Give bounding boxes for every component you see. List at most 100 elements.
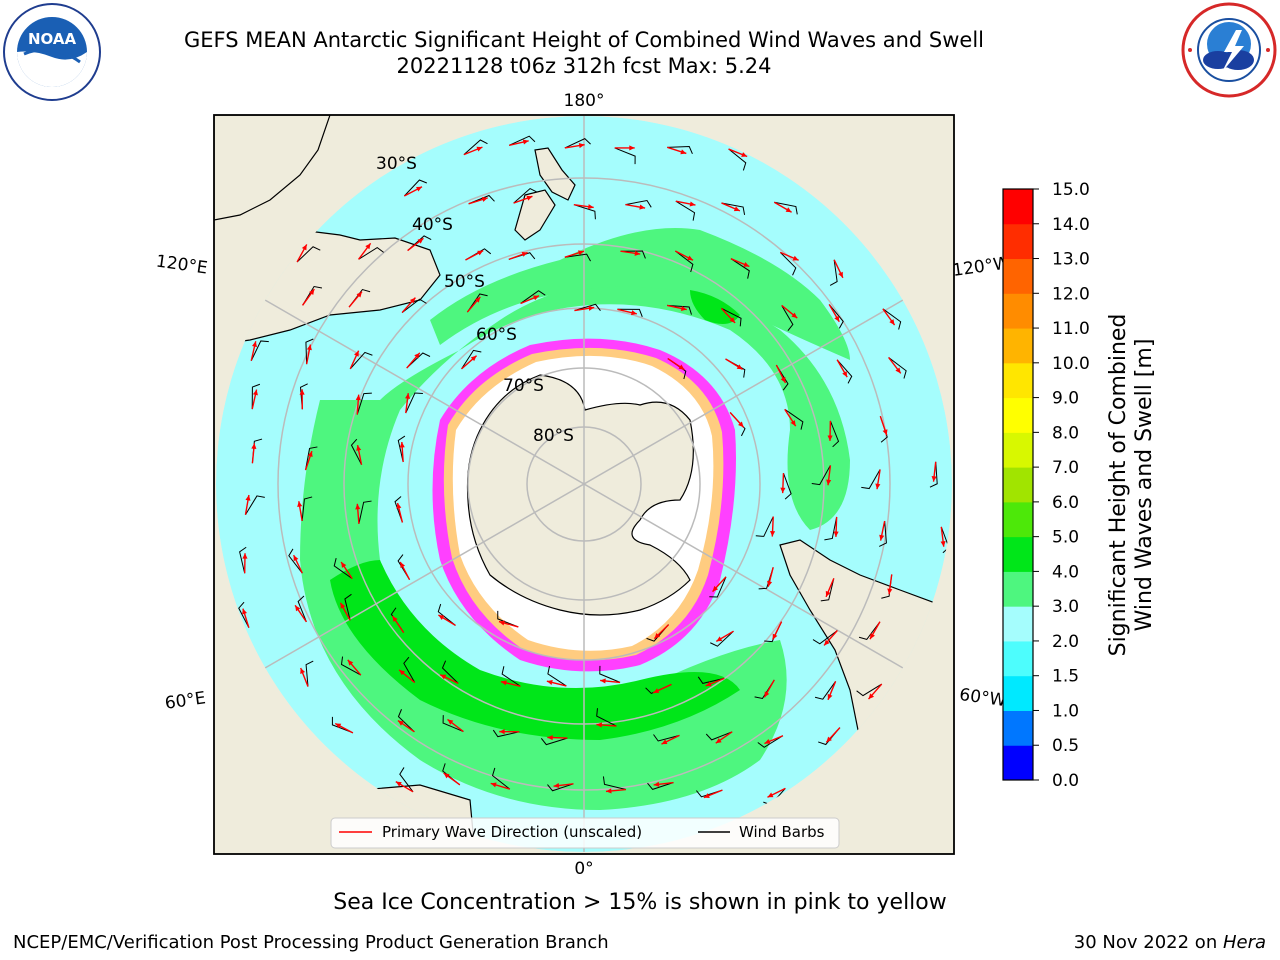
wave-arrow-head [826, 479, 832, 486]
wave-arrow-head [399, 442, 405, 448]
colorbar-swatch [1003, 432, 1033, 468]
wave-arrow-head [940, 541, 946, 547]
wind-barb [356, 392, 372, 415]
wave-arrow-head [301, 244, 307, 251]
wind-barb [520, 290, 546, 304]
wave-arrow-head [533, 295, 540, 301]
wave-arrow-head [631, 310, 637, 316]
antarctica [466, 374, 694, 616]
wave-arrow-head [653, 781, 660, 787]
wave-arrow-head [792, 255, 799, 261]
wave-arrow-head [827, 435, 833, 441]
wind-barb [667, 304, 692, 315]
wave-arrow-head [767, 792, 774, 798]
wave-arrow-head [770, 530, 776, 537]
wind-barb [814, 681, 837, 700]
wave-arrow-head [931, 476, 937, 482]
wave-arrow-head [733, 206, 740, 212]
wave-arrow-head [588, 305, 595, 311]
meridians [264, 116, 904, 852]
wave-arrow-head [356, 445, 362, 451]
wave-arrow-head [470, 355, 477, 362]
wind-barb [647, 782, 674, 790]
wave-arrow-head [716, 636, 723, 642]
colorbar-swatch [1003, 675, 1033, 711]
wave-arrow-head [414, 352, 420, 359]
wind-barb [305, 660, 314, 687]
wave-arrow-head [299, 389, 305, 395]
wave-arrow-head [340, 602, 346, 609]
colorbar-tick-label: 13.0 [1052, 250, 1090, 270]
lon-label-180: 180° [564, 91, 605, 111]
wave-arrow-head [546, 679, 553, 685]
colorbar-tick-label: 6.0 [1052, 493, 1079, 513]
wind-barb [547, 783, 574, 792]
wave-arrow-head [355, 503, 361, 510]
legend-barb-label: Wind Barbs [739, 823, 825, 841]
wave-arrow-head [653, 688, 660, 693]
wave-arrow-head [438, 615, 445, 621]
wave-arrow-head [834, 315, 840, 322]
wind-barb [437, 603, 456, 626]
noaa-logo-text: NOAA [28, 30, 77, 48]
wave-arrow-head [447, 719, 454, 725]
wave-arrow-head [499, 729, 505, 735]
wave-arrow-head [522, 139, 529, 145]
colorbar-tick-label: 1.0 [1052, 701, 1079, 721]
wave-arrow-head [838, 271, 843, 278]
wind-barb [397, 435, 406, 463]
wave-arrow-head [300, 667, 306, 674]
wind-barb [501, 666, 521, 687]
wave-arrow-head [306, 344, 312, 351]
wind-barb [820, 578, 835, 602]
wind-barb [757, 735, 784, 748]
landmass-new-zealand-north [534, 147, 576, 201]
wind-barb [350, 438, 362, 465]
wave-arrow-head [396, 503, 402, 509]
wind-barb [344, 593, 352, 621]
credit-host: Hera [1222, 932, 1266, 953]
wind-barb [710, 630, 734, 647]
colorbar-swatch [1003, 328, 1033, 364]
wave-arrow-head [826, 736, 832, 743]
wind-barb [614, 147, 636, 165]
wave-arrow-head [395, 781, 402, 787]
wind-barb [856, 683, 882, 697]
legend-wave-label: Primary Wave Direction (unscaled) [382, 823, 642, 841]
wave-arrow-head [596, 722, 602, 728]
colorbar-tick-label: 3.0 [1052, 597, 1079, 617]
wave-arrow-head [417, 238, 424, 244]
map-legend: Primary Wave Direction (unscaled) Wind B… [330, 817, 840, 849]
wave-arrow-head [242, 553, 248, 559]
wind-barb [301, 496, 313, 521]
wind-barb [349, 351, 373, 370]
wave-arrow-head [680, 305, 687, 311]
wave-arrow-head [689, 201, 696, 207]
colorbar-swatch [1003, 189, 1033, 225]
wave-arrow-head [825, 590, 831, 597]
wind-barb [397, 709, 415, 733]
credit-date: 30 Nov 2022 on [1073, 932, 1223, 953]
colorbar-tick-label: 4.0 [1052, 562, 1079, 582]
wave-arrow-head [879, 534, 885, 541]
colorbar-swatch [1003, 467, 1033, 503]
wind-barb [836, 359, 853, 384]
wave-arrow-head [738, 421, 744, 428]
wind-barb [625, 199, 652, 208]
wind-barb [333, 558, 353, 580]
colorbar-tick-label: 5.0 [1052, 528, 1079, 548]
wave-arrow-head [578, 143, 585, 149]
wave-arrow-head [498, 620, 505, 626]
colorbar-swatch [1003, 293, 1033, 329]
wind-barb [882, 308, 902, 330]
wave-arrow-head [629, 145, 635, 151]
wind-barb [755, 516, 774, 537]
wave-arrow-head [242, 608, 247, 615]
wind-barb [705, 731, 733, 741]
wind-barb [879, 520, 887, 547]
colorbar-label-line1: Significant Height of Combined [1106, 314, 1131, 657]
wind-barb [828, 304, 844, 329]
wave-arrow-head [553, 782, 560, 789]
wave-arrow-head [405, 393, 411, 399]
